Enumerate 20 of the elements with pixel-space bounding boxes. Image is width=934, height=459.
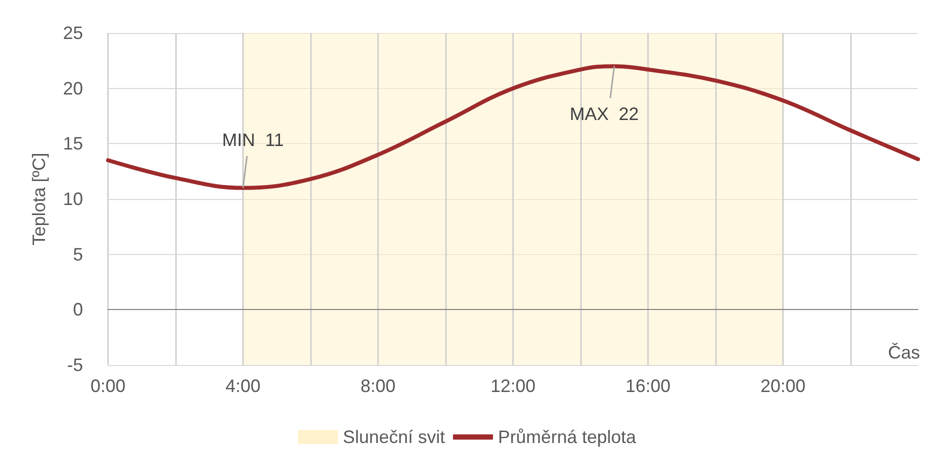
x-tick-label: 8:00 <box>360 376 396 396</box>
y-tick-label: 15 <box>62 134 83 154</box>
y-tick-label: 10 <box>62 189 83 209</box>
legend-label: Průměrná teplota <box>498 427 638 447</box>
y-tick-label: 25 <box>62 23 83 43</box>
y-tick-label: -5 <box>66 355 83 375</box>
line-series <box>106 64 920 190</box>
x-tick-label: 16:00 <box>625 376 671 396</box>
annotation: MAX 22 <box>570 104 639 124</box>
x-tick-label: 20:00 <box>760 376 806 396</box>
annotation: MIN 11 <box>222 130 284 150</box>
y-tick-label: 0 <box>72 300 83 320</box>
x-tick-label: 12:00 <box>490 376 536 396</box>
x-tick-label: 4:00 <box>225 376 261 396</box>
x-tick-label: 0:00 <box>90 376 126 396</box>
y-tick-label: 5 <box>72 244 83 264</box>
legend-label: Sluneční svit <box>342 427 445 447</box>
x-axis-title: Čas <box>888 342 920 363</box>
y-axis-title: Teplota [ºC] <box>29 152 49 246</box>
y-tick-label: 20 <box>62 78 83 98</box>
